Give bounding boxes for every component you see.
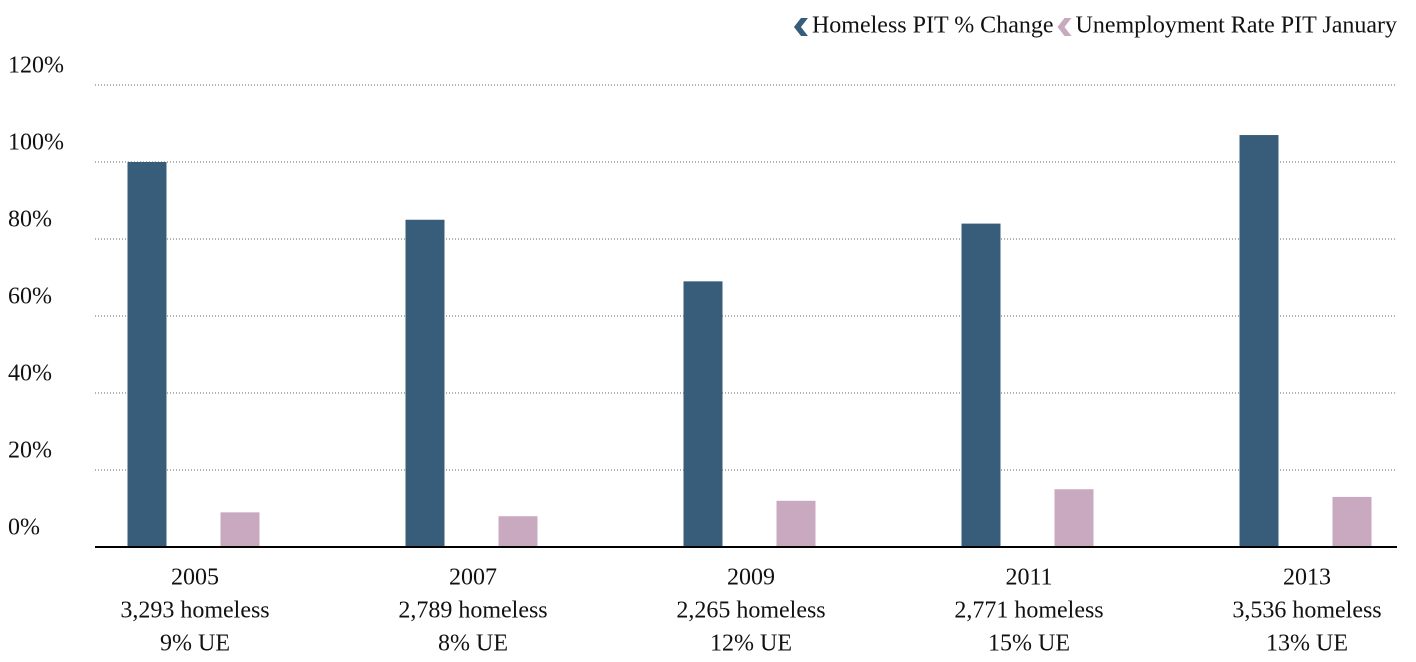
- x-tick-label: 2013: [1283, 565, 1331, 591]
- legend-label: Unemployment Rate PIT January: [1076, 13, 1398, 39]
- bar: [1332, 496, 1372, 547]
- x-tick-label: 2,265 homeless: [676, 598, 825, 624]
- bar: [127, 162, 167, 547]
- x-tick-label: 9% UE: [160, 631, 230, 657]
- y-tick-label: 20%: [8, 438, 52, 464]
- x-tick-label: 2,771 homeless: [954, 598, 1103, 624]
- y-tick-label: 120%: [8, 53, 64, 79]
- y-tick-label: 100%: [8, 130, 64, 156]
- x-tick-label: 3,293 homeless: [120, 598, 269, 624]
- bar: [498, 516, 538, 547]
- bar: [1239, 135, 1279, 548]
- x-tick-label: 15% UE: [988, 631, 1070, 657]
- x-tick-label: 3,536 homeless: [1232, 598, 1381, 624]
- y-tick-label: 40%: [8, 361, 52, 387]
- y-tick-label: 80%: [8, 207, 52, 233]
- x-tick-label: 2009: [727, 565, 775, 591]
- x-tick-label: 2007: [449, 565, 497, 591]
- bar: [220, 512, 260, 547]
- y-tick-label: 60%: [8, 284, 52, 310]
- x-tick-label: 13% UE: [1266, 631, 1348, 657]
- x-tick-label: 2,789 homeless: [398, 598, 547, 624]
- x-tick-label: 2005: [171, 565, 219, 591]
- x-tick-label: 8% UE: [438, 631, 508, 657]
- bar: [405, 219, 445, 547]
- bar: [683, 281, 723, 547]
- bar: [776, 500, 816, 547]
- y-tick-label: 0%: [8, 515, 40, 541]
- bar: [961, 223, 1001, 547]
- bar: [1054, 489, 1094, 547]
- legend-marker: [1057, 18, 1072, 36]
- legend-label: Homeless PIT % Change: [812, 13, 1054, 39]
- legend-marker: [793, 18, 808, 36]
- x-tick-label: 12% UE: [710, 631, 792, 657]
- x-tick-label: 2011: [1005, 565, 1052, 591]
